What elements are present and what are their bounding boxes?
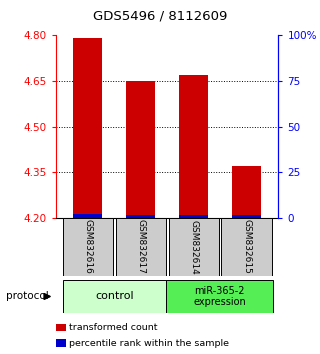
Bar [63, 280, 166, 313]
Text: GSM832615: GSM832615 [242, 219, 251, 274]
Text: GSM832616: GSM832616 [83, 219, 92, 274]
Text: percentile rank within the sample: percentile rank within the sample [69, 339, 229, 348]
Bar [232, 215, 261, 218]
Bar [73, 214, 102, 218]
Bar [63, 218, 113, 276]
Bar [73, 39, 102, 218]
Text: GSM832614: GSM832614 [189, 219, 198, 274]
Bar [232, 166, 261, 218]
Bar [126, 215, 155, 218]
Bar [179, 215, 208, 218]
Text: control: control [95, 291, 133, 302]
Bar [221, 218, 272, 276]
Bar [179, 75, 208, 218]
Text: GSM832617: GSM832617 [136, 219, 145, 274]
Bar [169, 218, 219, 276]
Bar [116, 218, 166, 276]
Text: GDS5496 / 8112609: GDS5496 / 8112609 [93, 10, 227, 22]
Bar [166, 280, 273, 313]
Text: miR-365-2
expression: miR-365-2 expression [193, 286, 246, 307]
Bar [126, 81, 155, 218]
Text: transformed count: transformed count [69, 323, 158, 332]
Text: protocol: protocol [6, 291, 49, 302]
